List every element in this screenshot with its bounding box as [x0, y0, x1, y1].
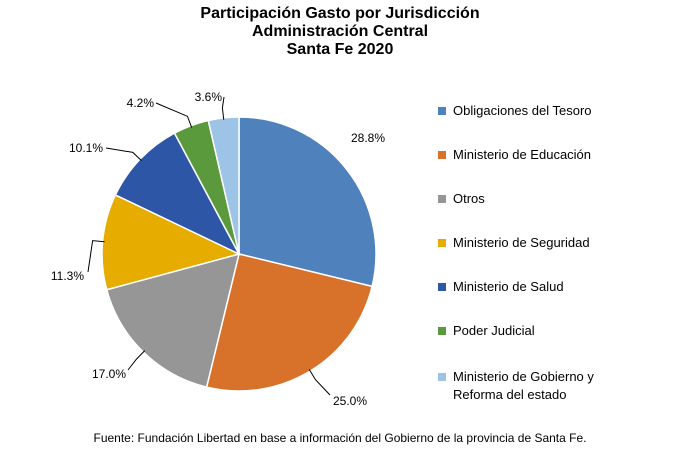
source-note: Fuente: Fundación Libertad en base a inf… [93, 431, 587, 445]
legend-swatch [438, 151, 446, 159]
legend-label: Obligaciones del Tesoro [453, 103, 592, 118]
legend-label: Ministerio de Salud [453, 279, 564, 294]
slice-data-label: 11.3% [51, 269, 84, 283]
leader-line [87, 240, 105, 273]
legend-item-poder-judicial: Poder Judicial [438, 322, 623, 340]
legend-item-otros: Otros [438, 190, 623, 208]
slice-data-label: 3.6% [195, 90, 223, 104]
slice-data-label: 28.8% [351, 131, 385, 145]
legend-swatch [438, 283, 446, 291]
legend-item-educacion: Ministerio de Educación [438, 146, 623, 164]
pie-slice [238, 116, 377, 288]
slice-data-label: 4.2% [127, 96, 155, 110]
slice-data-label: 17.0% [92, 367, 126, 381]
legend-label: Ministerio de Seguridad [453, 235, 590, 250]
legend-label: Poder Judicial [453, 323, 535, 338]
legend-swatch [438, 373, 446, 381]
leader-line [127, 350, 146, 371]
leader-line [155, 102, 193, 128]
legend-swatch [438, 239, 446, 247]
chart-title-line-2: Administración Central [251, 23, 429, 40]
legend-label: Otros [453, 191, 485, 206]
legend-item-obligaciones: Obligaciones del Tesoro [438, 102, 623, 120]
legend-item-salud: Ministerio de Salud [438, 278, 623, 296]
legend-label: Ministerio de Educación [453, 147, 592, 162]
leader-line [221, 96, 225, 120]
legend-swatch [438, 195, 446, 203]
legend-item-gobierno: Ministerio de Gobierno y Reforma del est… [438, 368, 623, 404]
legend-item-seguridad: Ministerio de Seguridad [438, 234, 623, 252]
chart-title: Participación Gasto por Jurisdicción Adm… [0, 5, 680, 59]
leader-line [308, 369, 331, 396]
slice-data-label: 25.0% [333, 394, 367, 408]
legend-label: Ministerio de Gobierno y Reforma del est… [453, 369, 594, 402]
slice-data-label: 10.1% [69, 141, 103, 155]
chart-title-line-3: Santa Fe 2020 [286, 41, 394, 58]
leader-line [105, 147, 142, 162]
chart-title-line-1: Participación Gasto por Jurisdicción [200, 5, 480, 22]
legend-swatch [438, 107, 446, 115]
legend-swatch [438, 327, 446, 335]
